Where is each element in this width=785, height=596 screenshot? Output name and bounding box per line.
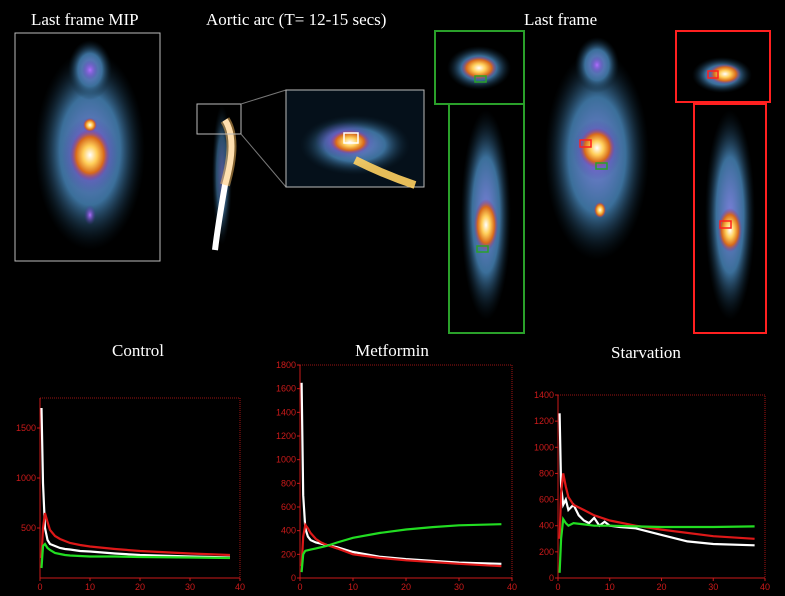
x-tick-label: 0 [555,582,560,592]
green-roi-images [434,30,525,334]
y-tick-label: 0 [549,573,554,583]
y-tick-label: 800 [539,468,554,478]
y-tick-label: 1400 [534,390,554,400]
y-tick-label: 1000 [276,455,296,465]
y-tick-label: 800 [281,478,296,488]
series-red [558,473,755,540]
series-white [40,407,231,559]
last-frame-image [545,37,649,260]
chart-0: Control 0 10 20 30 40 500 1000 1500 [16,341,245,592]
series-green [300,523,502,573]
y-tick-label: 1000 [16,473,36,483]
x-tick-label: 30 [185,582,195,592]
x-tick-label: 30 [708,582,718,592]
x-tick-label: 10 [605,582,615,592]
y-tick-label: 600 [539,495,554,505]
x-tick-label: 0 [297,582,302,592]
x-tick-label: 40 [235,582,245,592]
y-tick-label: 400 [539,521,554,531]
y-tick-label: 1200 [534,416,554,426]
x-tick-label: 0 [37,582,42,592]
x-tick-label: 20 [401,582,411,592]
mip-image [14,32,161,262]
y-tick-label: 200 [281,549,296,559]
y-tick-label: 1200 [276,431,296,441]
series-white [300,382,502,565]
aortic-image [196,89,425,251]
y-tick-label: 500 [21,523,36,533]
mip-label: Last frame MIP [31,10,139,29]
y-tick-label: 1800 [276,360,296,370]
y-tick-label: 1400 [276,407,296,417]
y-tick-label: 600 [281,502,296,512]
x-tick-label: 10 [85,582,95,592]
aortic-label: Aortic arc (T= 12-15 secs) [206,10,387,29]
y-tick-label: 1000 [534,442,554,452]
x-tick-label: 20 [135,582,145,592]
chart-title: Metformin [355,341,429,360]
series-white [558,413,755,547]
y-tick-label: 400 [281,526,296,536]
x-tick-label: 30 [454,582,464,592]
y-tick-label: 1600 [276,384,296,394]
last-frame-label: Last frame [524,10,598,29]
series-red [300,522,502,568]
red-roi-images [675,30,771,334]
x-tick-label: 40 [507,582,517,592]
series-green [40,542,231,569]
y-tick-label: 1500 [16,423,36,433]
x-tick-label: 20 [656,582,666,592]
y-tick-label: 0 [291,573,296,583]
chart-title: Control [112,341,164,360]
series-red [40,512,231,559]
x-tick-label: 40 [760,582,770,592]
x-tick-label: 10 [348,582,358,592]
y-tick-label: 200 [539,547,554,557]
series-green [558,516,755,573]
plot-frame [557,394,766,579]
chart-title: Starvation [611,343,681,362]
